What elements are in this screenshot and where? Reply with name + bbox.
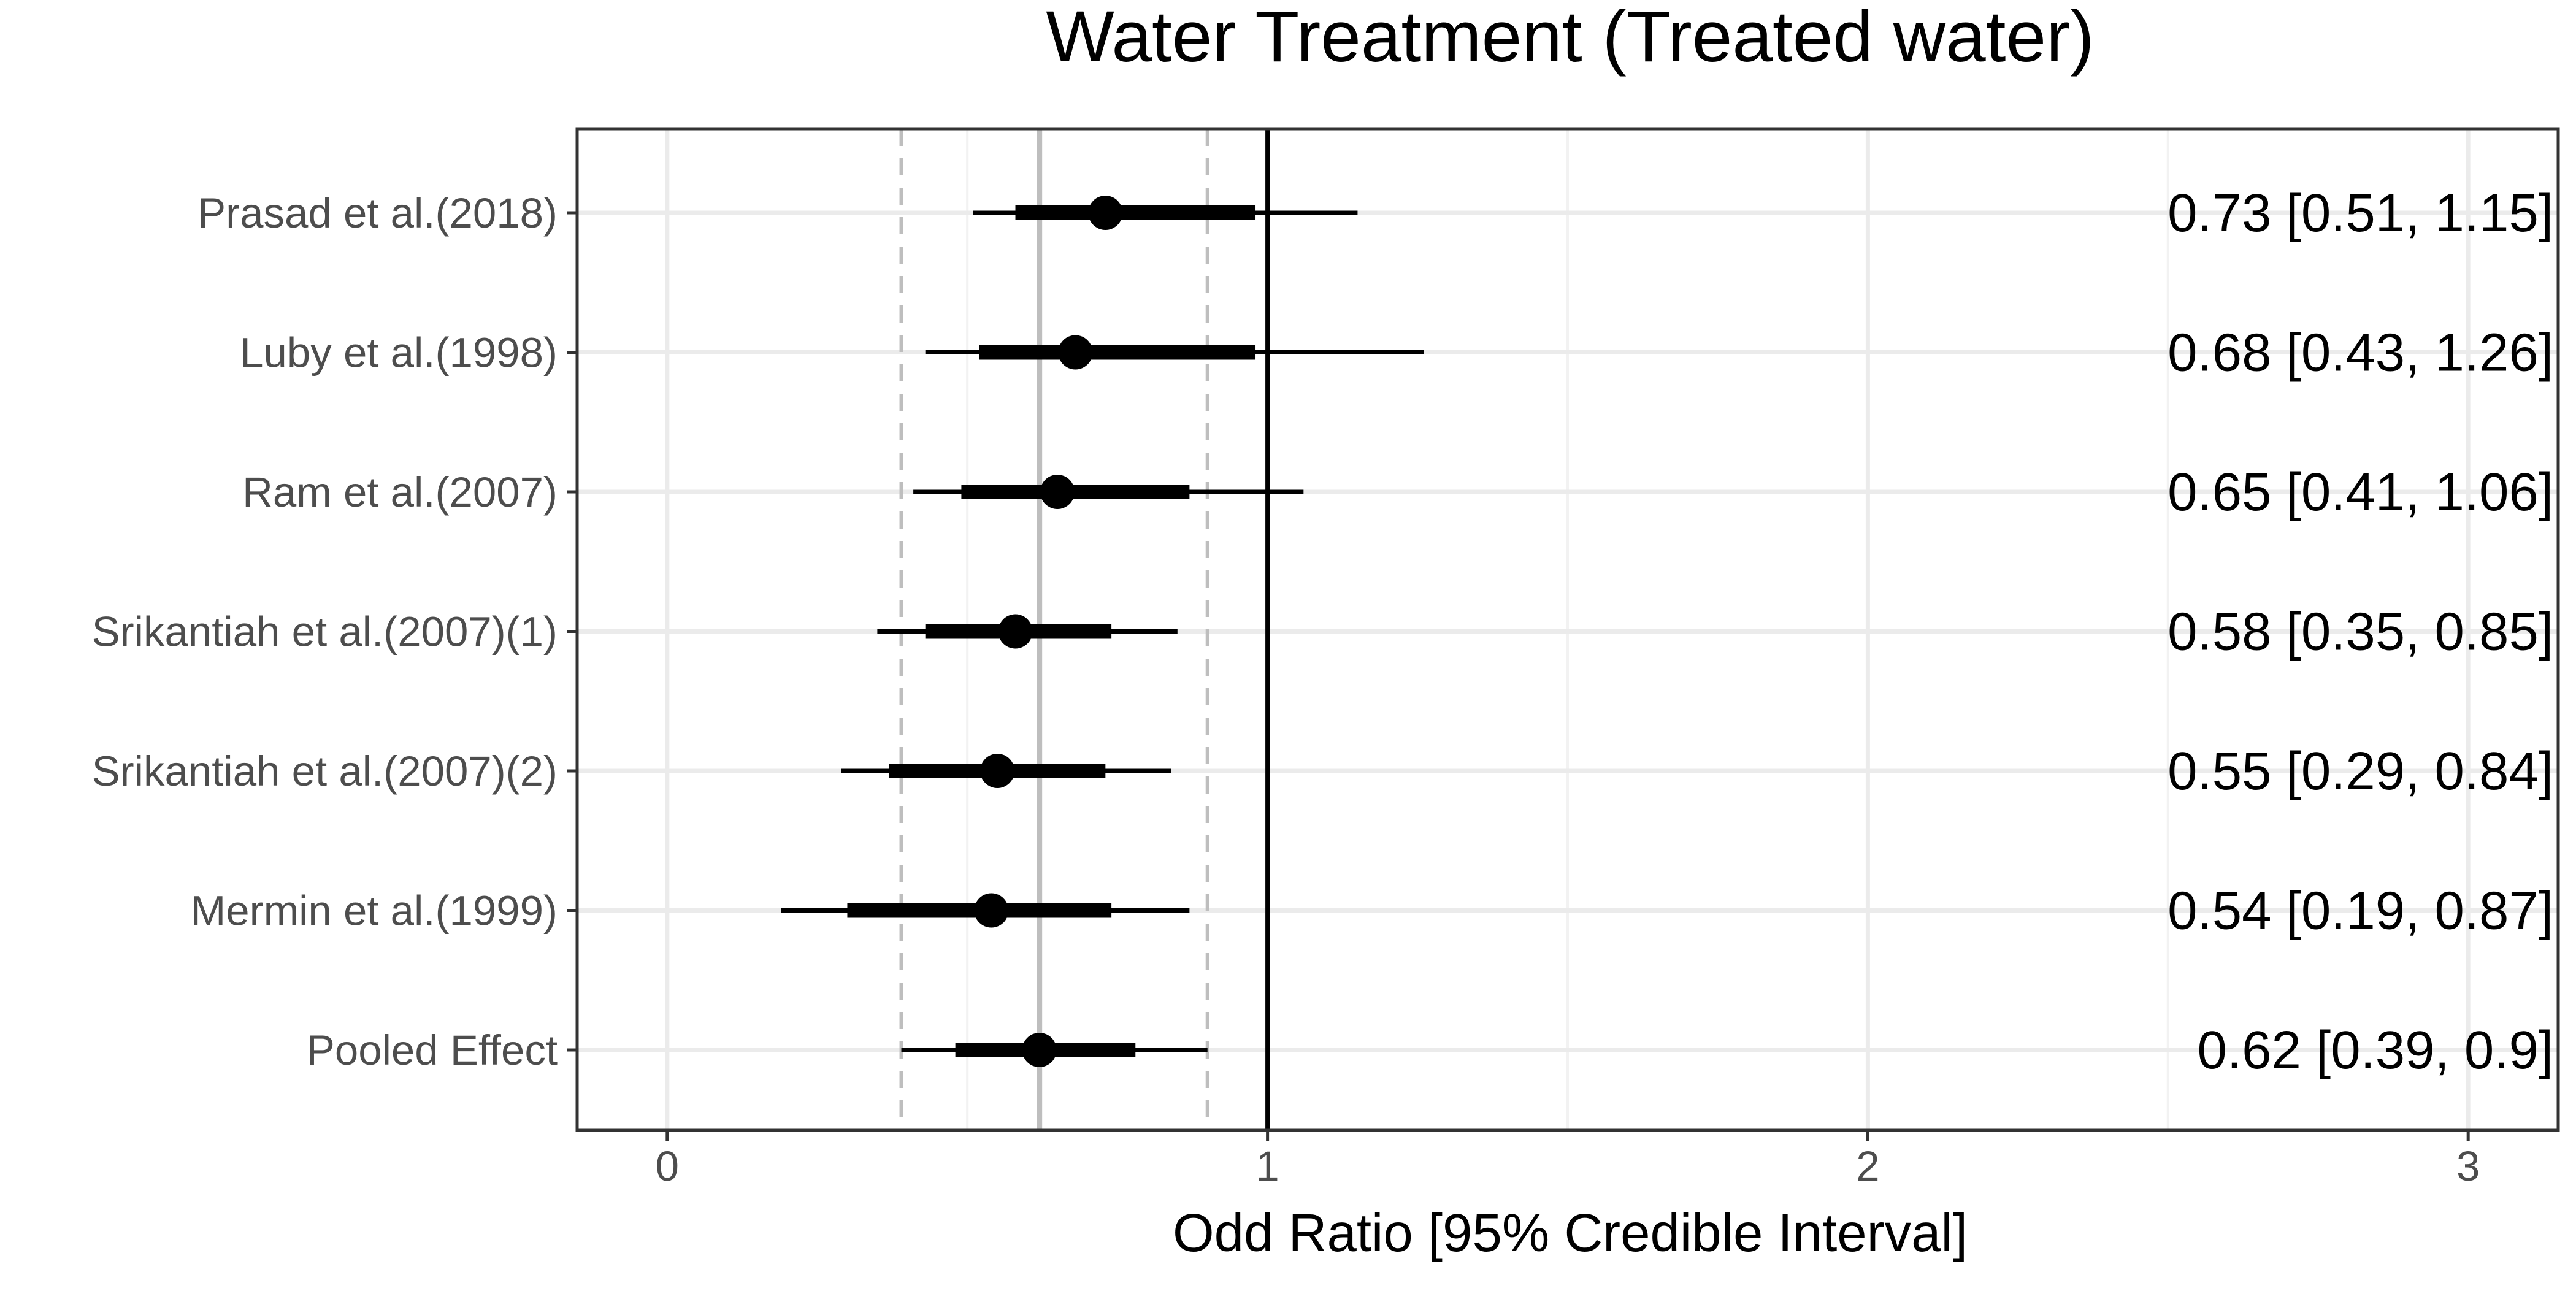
chart-title: Water Treatment (Treated water) <box>1046 0 2094 77</box>
y-axis-ticks: Prasad et al.(2018) Luby et al.(1998) Ram … <box>92 190 577 1074</box>
x-axis-ticks: 0 1 2 3 <box>656 1130 2480 1190</box>
x-axis-label: Odd Ratio [95% Credible Interval] <box>1173 1203 1968 1263</box>
estimate-label: 0.55 [0.29, 0.84] <box>2168 741 2553 801</box>
x-tick-label: 2 <box>1856 1143 1879 1190</box>
point-estimate <box>998 614 1033 649</box>
y-tick-label: Prasad et al.(2018) <box>197 190 558 237</box>
point-estimate <box>980 754 1015 788</box>
point-estimate <box>1022 1033 1057 1067</box>
x-tick-label: 0 <box>656 1143 679 1190</box>
y-tick-label: Pooled Effect <box>307 1027 558 1074</box>
x-tick-label: 3 <box>2456 1143 2480 1190</box>
panel-border <box>575 127 2560 1132</box>
estimate-label: 0.54 [0.19, 0.87] <box>2168 881 2553 941</box>
x-tick-label: 1 <box>1255 1143 1279 1190</box>
plot-panel: 0.73 [0.51, 1.15] 0.68 [0.43, 1.26] 0.65 [… <box>575 127 2560 1132</box>
point-estimate <box>1058 335 1093 370</box>
y-tick-label: Srikantiah et al.(2007)(2) <box>92 748 558 795</box>
estimate-label: 0.68 [0.43, 1.26] <box>2168 323 2553 383</box>
estimate-label: 0.62 [0.39, 0.9] <box>2198 1021 2553 1080</box>
estimate-label: 0.65 [0.41, 1.06] <box>2168 462 2553 522</box>
point-estimate <box>1088 196 1123 230</box>
point-estimate <box>974 893 1009 928</box>
estimate-label: 0.73 [0.51, 1.15] <box>2168 183 2553 243</box>
y-tick-label: Luby et al.(1998) <box>240 329 558 377</box>
point-estimate <box>1040 475 1075 509</box>
estimate-label: 0.58 [0.35, 0.85] <box>2168 602 2553 662</box>
y-tick-label: Srikantiah et al.(2007)(1) <box>92 608 558 656</box>
y-tick-label: Mermin et al.(1999) <box>191 887 558 935</box>
y-tick-label: Ram et al.(2007) <box>242 469 558 516</box>
